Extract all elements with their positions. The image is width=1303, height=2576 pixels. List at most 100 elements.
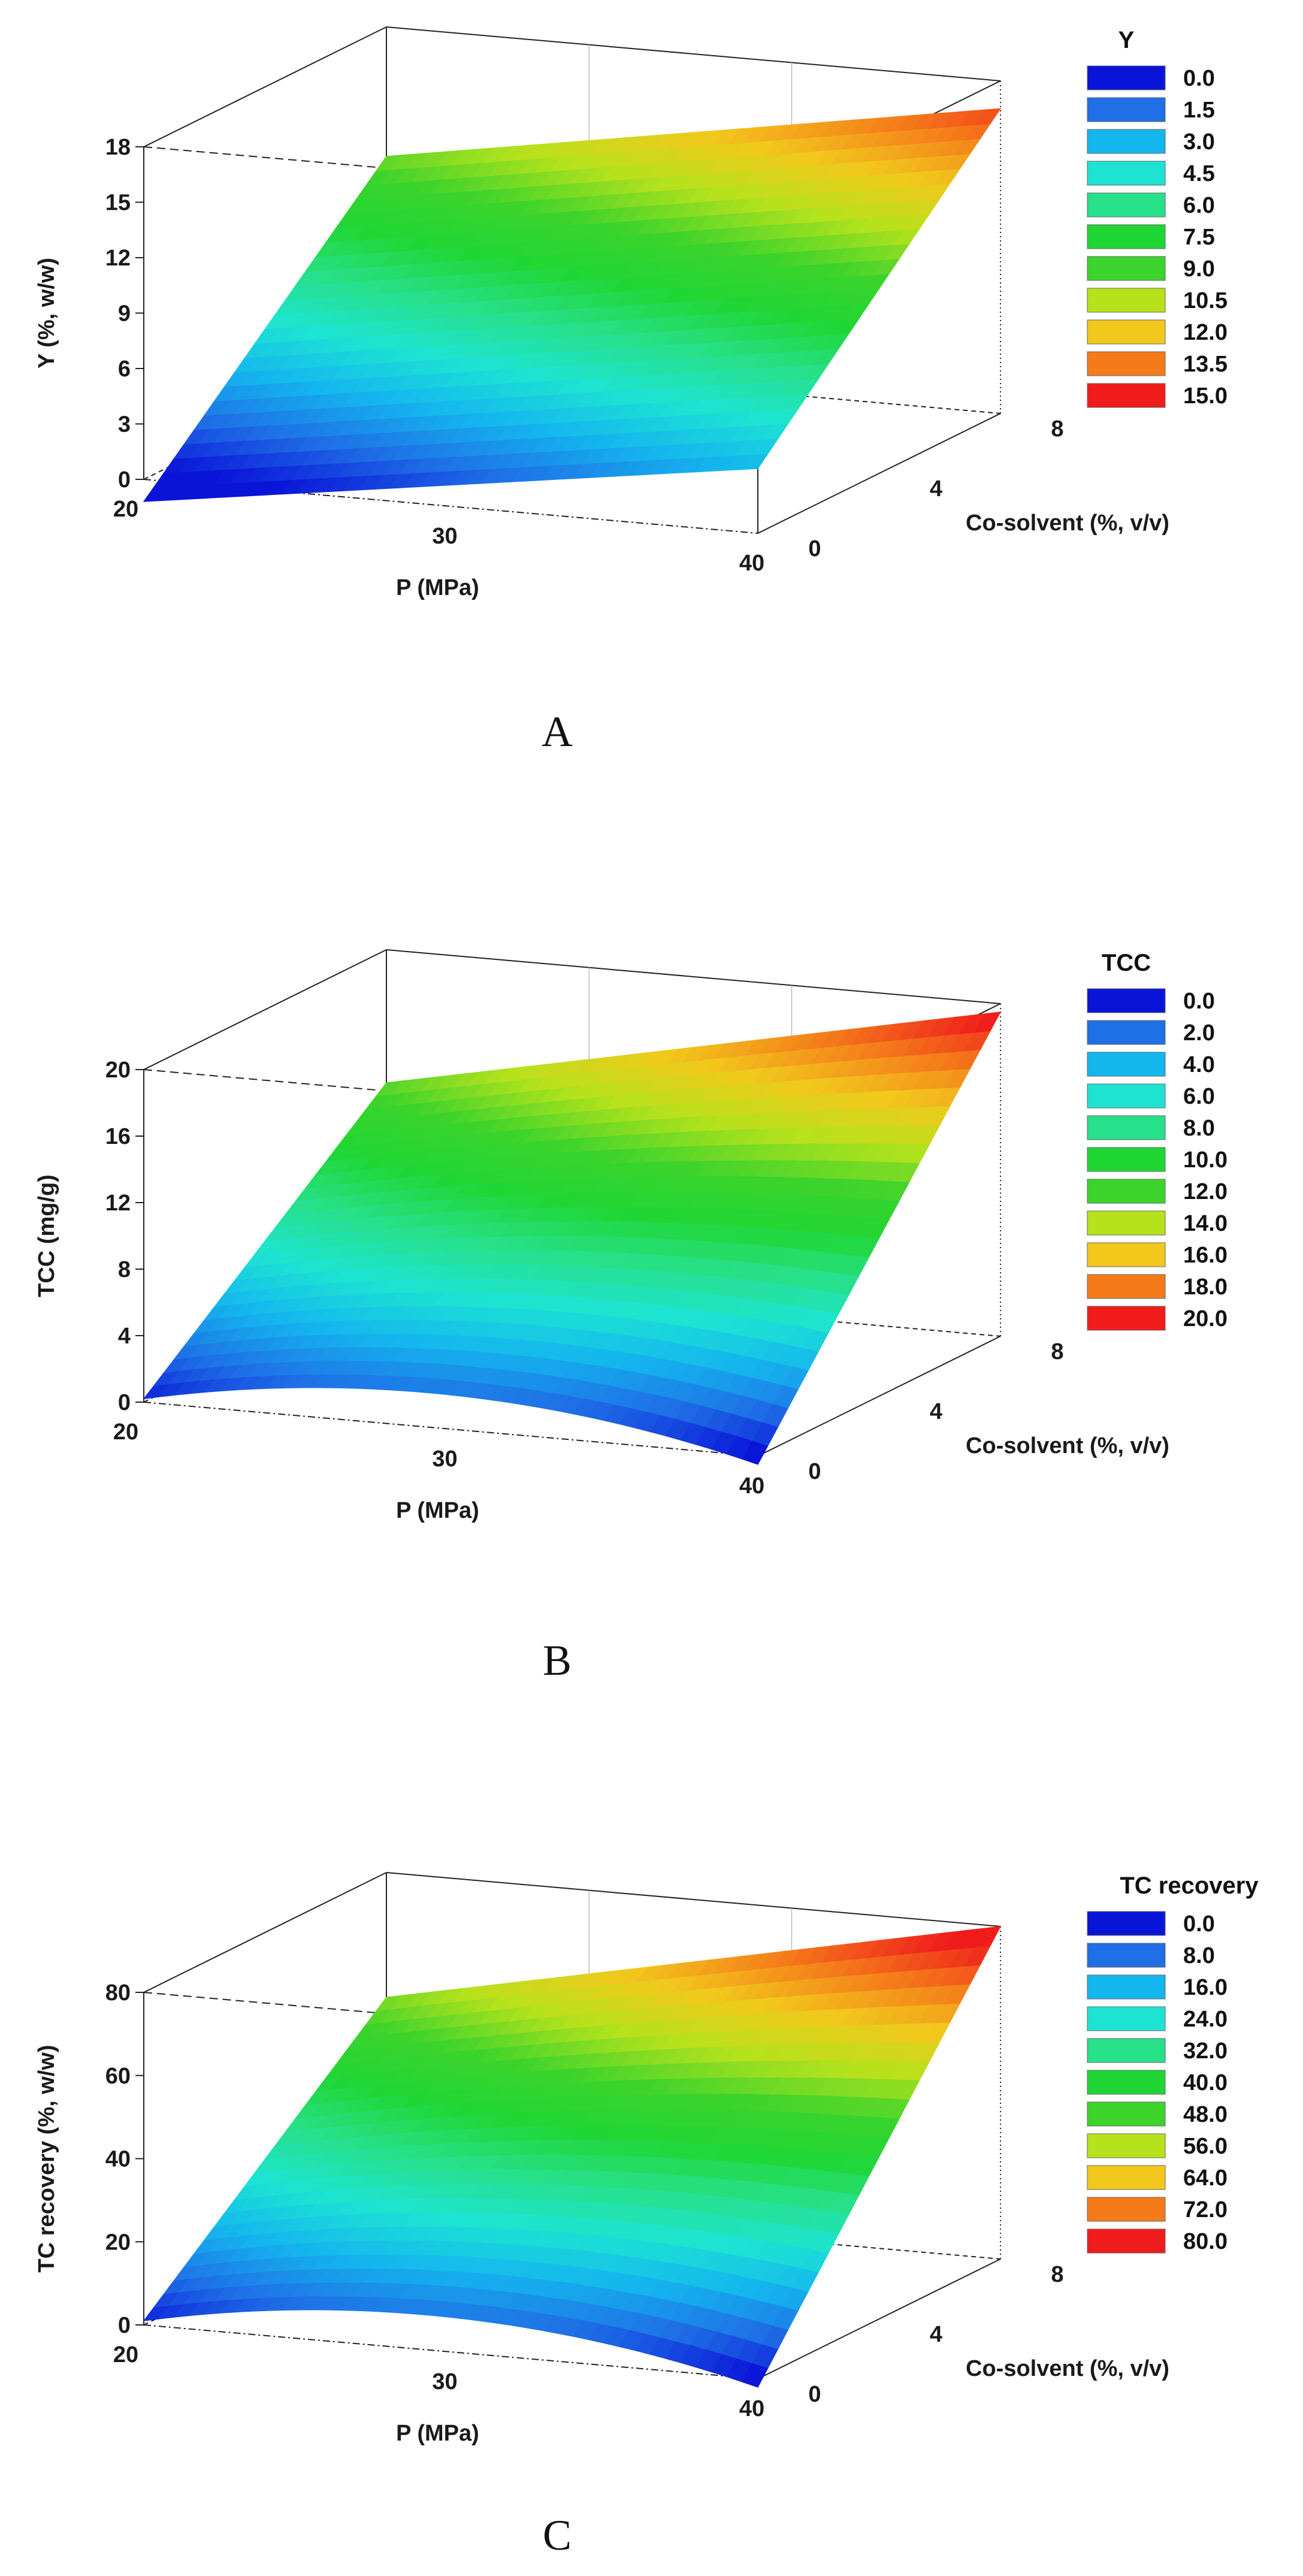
legend-label: 13.5: [1183, 352, 1228, 377]
legend-swatch: [1087, 1943, 1166, 1968]
y-tick-label: 4: [930, 476, 942, 502]
z-tick-label: 40: [105, 2147, 131, 2172]
x-tick-label: 40: [739, 1473, 764, 1499]
box-edge-7: [757, 2258, 1001, 2379]
legend-swatch: [1087, 351, 1166, 376]
legend-label: 48.0: [1183, 2102, 1228, 2127]
legend-label: 6.0: [1183, 1084, 1215, 1109]
legend-label: 0.0: [1183, 1911, 1215, 1937]
chart-panel-c: 0 20 40 60 80 20 30 40 0 4 8 TC recovery (%, w/w) P …: [34, 1872, 1259, 2559]
legend-swatch: [1087, 1911, 1166, 1936]
x-axis-label: P (MPa): [396, 2421, 479, 2446]
legend-swatch: [1087, 256, 1166, 281]
y-tick-label: 8: [1051, 2262, 1063, 2287]
z-tick-label: 4: [118, 1324, 131, 1349]
z-tick-label: 0: [118, 1390, 131, 1415]
legend-swatch: [1087, 2228, 1166, 2254]
x-axis-label: P (MPa): [396, 575, 479, 600]
legend-label: 64.0: [1183, 2166, 1228, 2191]
z-tick-label: 15: [105, 191, 131, 216]
surface-patch: [974, 1926, 1002, 1948]
x-tick-label: 30: [432, 2369, 457, 2394]
legend-label: 56.0: [1183, 2134, 1228, 2159]
z-tick-label: 16: [105, 1124, 131, 1149]
legend-swatch: [1087, 988, 1166, 1013]
panel-letter: C: [543, 2511, 572, 2559]
box-edge-4: [386, 949, 1001, 1004]
box-edge-4: [386, 1872, 1001, 1927]
y-tick-label: 4: [930, 1399, 942, 1424]
legend-swatch: [1087, 1974, 1166, 2000]
z-tick-label: 0: [118, 467, 131, 493]
legend-swatch: [1087, 1210, 1166, 1236]
legend-label: 0.0: [1183, 66, 1215, 91]
legend-label: 10.0: [1183, 1147, 1228, 1173]
legend-label: 0.0: [1183, 989, 1215, 1014]
legend-label: 8.0: [1183, 1116, 1215, 1141]
chart-panel-b: 0 4 8 12 16 20 20 30 40 0 4 8 TCC (mg/g) P (MPa) Co-so…: [34, 949, 1228, 1684]
y-tick-label: 4: [930, 2322, 942, 2347]
x-tick-label: 20: [113, 497, 138, 522]
box-edge-11: [143, 1402, 758, 1457]
z-tick-label: 18: [105, 135, 131, 160]
z-tick-label: 12: [105, 246, 131, 271]
legend-swatch: [1087, 224, 1166, 249]
legend-swatch: [1087, 161, 1166, 186]
legend-swatch: [1087, 2038, 1166, 2063]
legend-label: 15.0: [1183, 383, 1228, 409]
legend-swatch: [1087, 1306, 1166, 1331]
y-axis-label: Co-solvent (%, v/v): [966, 511, 1169, 536]
z-tick-label: 9: [118, 301, 131, 327]
legend-swatch: [1087, 65, 1166, 90]
y-axis-label: Co-solvent (%, v/v): [966, 1433, 1169, 1458]
legend-label: 8.0: [1183, 1943, 1215, 1968]
z-axis-label: TCC (mg/g): [34, 1174, 59, 1297]
legend-swatch: [1087, 383, 1166, 408]
y-axis-label: Co-solvent (%, v/v): [966, 2356, 1169, 2381]
legend-label: 16.0: [1183, 1243, 1228, 1268]
surface-tc-recovery: [143, 1926, 1002, 2388]
box-edge-5: [143, 1872, 387, 1993]
legend-swatch: [1087, 1052, 1166, 1077]
legend-label: 3.0: [1183, 129, 1215, 155]
legend-swatch: [1087, 2133, 1166, 2158]
legend-label: 16.0: [1183, 1975, 1228, 2000]
legend-label: 20.0: [1183, 1306, 1228, 1331]
legend-swatch: [1087, 1147, 1166, 1172]
legend-title: TC recovery: [1120, 1873, 1259, 1899]
legend-label: 18.0: [1183, 1275, 1228, 1300]
box-edge-7: [757, 1336, 1001, 1457]
legend-label: 72.0: [1183, 2197, 1228, 2222]
box-edge-5: [143, 949, 387, 1070]
z-tick-label: 20: [105, 2230, 131, 2255]
legend-label: 6.0: [1183, 193, 1215, 218]
legend-label: 4.5: [1183, 161, 1215, 186]
surface-y: [143, 108, 1002, 502]
legend-label: 12.0: [1183, 320, 1228, 345]
box-edge-5: [143, 26, 387, 147]
y-tick-label: 8: [1051, 1339, 1063, 1364]
legend-swatch: [1087, 2006, 1166, 2031]
legend-swatch: [1087, 319, 1166, 345]
x-tick-label: 40: [739, 551, 764, 576]
legend-swatch: [1087, 1274, 1166, 1299]
legend-swatch: [1087, 129, 1166, 154]
legend-label: 10.5: [1183, 288, 1228, 313]
legend-swatch: [1087, 1242, 1166, 1267]
box-edge-11: [143, 2324, 758, 2379]
chart-panel-a: 0 3 6 9 12 15 18 20 30 40 0 4 8 Y (%, w/w) P (MPa) Co-s…: [34, 26, 1228, 756]
x-tick-label: 30: [432, 1446, 457, 1472]
surface-patch: [974, 108, 1002, 125]
x-tick-label: 20: [113, 1420, 138, 1445]
legend-label: 14.0: [1183, 1211, 1228, 1236]
legend-title: Y: [1118, 27, 1135, 53]
legend-label: 40.0: [1183, 2070, 1228, 2095]
legend-swatch: [1087, 192, 1166, 218]
z-tick-label: 6: [118, 357, 131, 382]
legend-label: 2.0: [1183, 1020, 1215, 1046]
legend-swatch: [1087, 2197, 1166, 2222]
surface-tcc: [143, 1011, 1002, 1465]
box-edge-4: [386, 26, 1001, 81]
legend-label: 80.0: [1183, 2229, 1228, 2254]
